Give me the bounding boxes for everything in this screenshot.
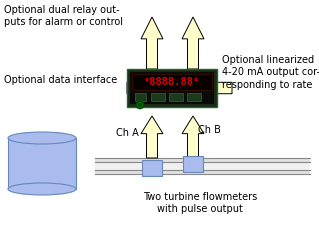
Ellipse shape [136,101,144,109]
Text: °8888.88°: °8888.88° [144,77,200,87]
Text: Optional dual relay out-
puts for alarm or control: Optional dual relay out- puts for alarm … [4,5,123,27]
Bar [183,156,203,172]
Bar [95,162,310,170]
Bar [132,74,212,90]
Bar [130,72,214,104]
Text: Optional linearized
4-20 mA output cor-
responding to rate: Optional linearized 4-20 mA output cor- … [222,55,319,90]
Bar [135,93,146,101]
Polygon shape [141,17,163,69]
Text: Optional data interface: Optional data interface [4,75,117,85]
Bar [169,93,183,101]
Polygon shape [127,77,232,99]
Bar [151,93,165,101]
Bar [95,158,310,174]
Bar [187,93,201,101]
Polygon shape [141,116,163,158]
Ellipse shape [8,183,76,195]
Bar [127,69,217,107]
Ellipse shape [8,132,76,144]
Bar [142,161,162,176]
Text: Ch B: Ch B [198,125,221,135]
Ellipse shape [137,102,143,107]
Text: Two turbine flowmeters
with pulse output: Two turbine flowmeters with pulse output [143,192,257,214]
Polygon shape [127,77,217,99]
Text: Ch A: Ch A [116,128,139,138]
Polygon shape [182,116,204,158]
Polygon shape [182,17,204,69]
Bar [8,138,76,189]
